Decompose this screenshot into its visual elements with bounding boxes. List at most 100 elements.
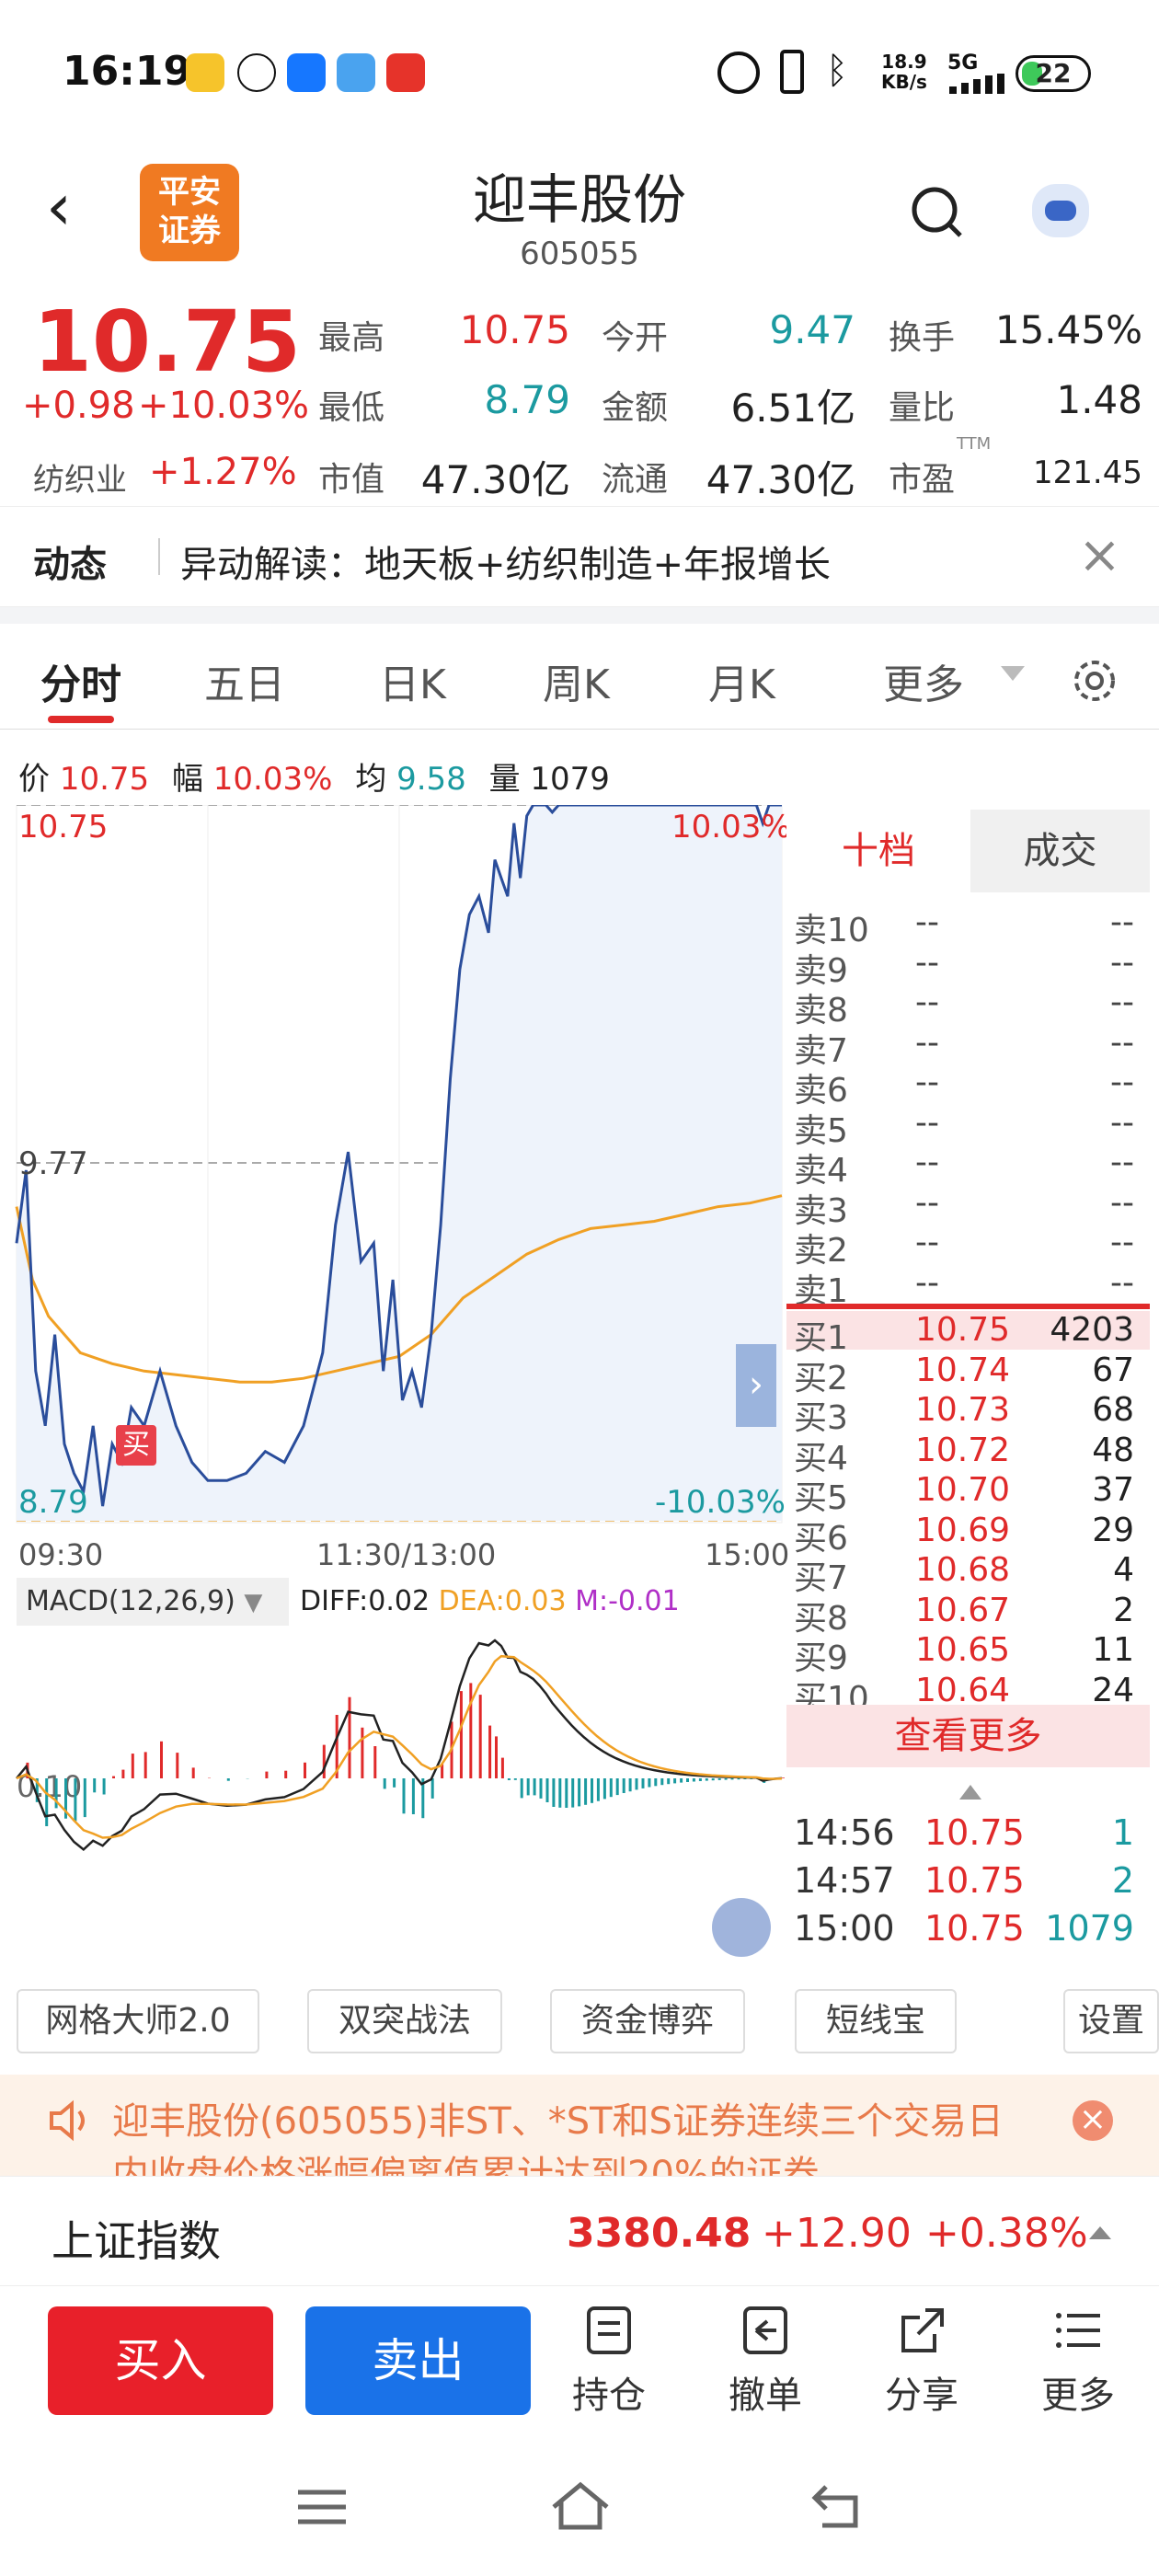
sell-level-label: 卖10 [794, 912, 869, 949]
section-gap [0, 607, 1159, 624]
buy-level-price: 10.75 [915, 1311, 1011, 1349]
holdings-button[interactable]: 持仓 [554, 2305, 664, 2419]
index-bar[interactable]: 上证指数 3380.48 +12.90 +0.38% [0, 2176, 1159, 2286]
tab-order-depth[interactable]: 十档 [786, 810, 970, 892]
battery-level: 22 [1035, 58, 1072, 88]
macd-bar [667, 1778, 671, 1785]
macd-bar [545, 1778, 549, 1802]
macd-selector[interactable]: MACD(12,26,9) ▼ [17, 1578, 289, 1626]
macd-bar [717, 1778, 721, 1780]
double-breakout-button[interactable]: 双突战法 [307, 1989, 502, 2053]
price-change-pct: +10.03% [138, 385, 310, 427]
macd-bar [526, 1778, 530, 1796]
gear-icon[interactable] [1069, 655, 1120, 707]
tab-more[interactable]: 更多 [883, 661, 964, 708]
view-more-button[interactable]: 查看更多 [786, 1705, 1150, 1767]
cancel-order-button[interactable]: 撤单 [710, 2305, 820, 2419]
time-mid: 11:30/13:00 [316, 1537, 497, 1572]
intraday-chart-area: 价 10.75 幅 10.03% 均 9.58 量 1079 10.75 9.7… [0, 730, 1159, 1962]
more-button[interactable]: 更多 [1023, 2305, 1133, 2419]
price-chart[interactable] [0, 805, 786, 1541]
macd-bar [500, 1757, 504, 1778]
sell-level-row[interactable]: 卖9 -- -- [786, 943, 1145, 990]
buy-marker[interactable]: 买 [116, 1425, 156, 1466]
buy-button[interactable]: 买入 [48, 2306, 273, 2415]
notice-banner[interactable]: 迎丰股份(605055)非ST、*ST和S证券连续三个交易日 内收盘价格涨幅偏离值… [0, 2075, 1159, 2176]
sell-level-vol: -- [1110, 1023, 1134, 1062]
chevron-right-icon[interactable]: › [736, 1344, 776, 1427]
buy-level-row[interactable]: 买9 10.65 11 [786, 1631, 1145, 1677]
sell-level-vol: -- [1110, 1224, 1134, 1261]
buy-level-row[interactable]: 买4 10.72 48 [786, 1432, 1145, 1478]
vol-ratio-label: 量比 [889, 389, 956, 427]
macd-bar [393, 1778, 396, 1788]
buy-level-row[interactable]: 买5 10.70 37 [786, 1471, 1145, 1517]
tab-intraday[interactable]: 分时 [40, 661, 121, 708]
macd-bar [724, 1778, 728, 1780]
tab-five-day[interactable]: 五日 [204, 661, 285, 708]
short-line-button[interactable]: 短线宝 [795, 1989, 957, 2053]
buy-level-price: 10.73 [915, 1391, 1011, 1429]
macd-bar [469, 1683, 473, 1778]
macd-bar [596, 1778, 600, 1801]
sell-level-row[interactable]: 卖8 -- -- [786, 983, 1145, 1029]
notice-close-icon[interactable]: × [1073, 2100, 1113, 2141]
macd-bar [635, 1778, 638, 1790]
sell-level-vol: -- [1110, 1144, 1134, 1181]
fund-game-button[interactable]: 资金博弈 [550, 1989, 745, 2053]
tab-trades[interactable]: 成交 [970, 810, 1150, 892]
tools-settings-button[interactable]: 设置 [1063, 1989, 1159, 2053]
tab-weekly-k[interactable]: 周K [543, 661, 610, 708]
expand-up-icon[interactable] [1089, 2226, 1111, 2239]
macd-bar [35, 1778, 39, 1802]
sell-level-price: -- [915, 943, 939, 982]
sell-level-row[interactable]: 卖7 -- -- [786, 1023, 1145, 1070]
macd-diff-line [16, 1639, 783, 1852]
tab-monthly-k[interactable]: 月K [708, 661, 775, 708]
buy-level-vol: 67 [1092, 1351, 1134, 1389]
price-area [17, 805, 782, 1521]
buy-level-row[interactable]: 买7 10.68 4 [786, 1551, 1145, 1597]
sell-button[interactable]: 卖出 [305, 2306, 531, 2415]
robot-assistant-icon[interactable] [1032, 184, 1089, 237]
search-icon[interactable] [911, 186, 964, 239]
sell-level-row[interactable]: 卖6 -- -- [786, 1064, 1145, 1110]
sector-name[interactable]: 纺织业 [33, 462, 127, 499]
macd-dea: DEA:0.03 [438, 1585, 567, 1617]
float-value: 47.30亿 [706, 457, 855, 502]
macd-chart[interactable] [0, 1631, 786, 1962]
sell-level-row[interactable]: 卖10 -- -- [786, 903, 1145, 949]
macd-bar [322, 1744, 326, 1778]
close-icon[interactable]: × [1078, 525, 1121, 585]
share-button[interactable]: 分享 [866, 2305, 977, 2419]
back-icon[interactable]: ‹ [46, 169, 72, 245]
trade-time: 14:57 [794, 1860, 895, 1901]
sell-level-row[interactable]: 卖1 -- -- [786, 1264, 1145, 1310]
order-book: 十档 成交 卖10 -- -- 卖9 -- -- 卖8 -- -- 卖7 -- -- 卖6 -- -- 卖5-… [786, 810, 1159, 1969]
low-label: 最低 [318, 389, 385, 427]
home-icon[interactable] [550, 2481, 611, 2531]
macd-bar [265, 1771, 269, 1778]
buy-level-row[interactable]: 买8 10.67 2 [786, 1592, 1145, 1638]
menu-nav-icon[interactable] [296, 2487, 348, 2527]
chevron-up-icon[interactable] [959, 1785, 981, 1800]
buy-level-row[interactable]: 买1 10.75 4203 [786, 1311, 1145, 1357]
sell-level-row[interactable]: 卖3 -- -- [786, 1184, 1145, 1230]
buy-level-row[interactable]: 买2 10.74 67 [786, 1351, 1145, 1397]
tab-daily-k[interactable]: 日K [379, 661, 446, 708]
news-text[interactable]: 异动解读：地天板+纺织制造+年报增长 [180, 544, 832, 586]
sell-level-row[interactable]: 卖4 -- -- [786, 1144, 1145, 1190]
chart-bottom-pct: -10.03% [655, 1484, 786, 1521]
news-banner[interactable]: 动态 异动解读：地天板+纺织制造+年报增长 × [0, 506, 1159, 607]
expand-icon[interactable] [712, 1898, 771, 1957]
avg-price-line [15, 1194, 783, 1384]
chevron-down-icon [1001, 666, 1025, 681]
buy-level-row[interactable]: 买3 10.73 68 [786, 1391, 1145, 1437]
buy-level-row[interactable]: 买6 10.69 29 [786, 1512, 1145, 1558]
sell-level-row[interactable]: 卖5 -- -- [786, 1104, 1145, 1150]
back-nav-icon[interactable] [809, 2481, 865, 2531]
sell-level-label: 卖7 [794, 1031, 848, 1070]
avg-value: 9.58 [396, 761, 466, 798]
sell-level-row[interactable]: 卖2 -- -- [786, 1224, 1145, 1270]
grid-master-button[interactable]: 网格大师2.0 [17, 1989, 259, 2053]
